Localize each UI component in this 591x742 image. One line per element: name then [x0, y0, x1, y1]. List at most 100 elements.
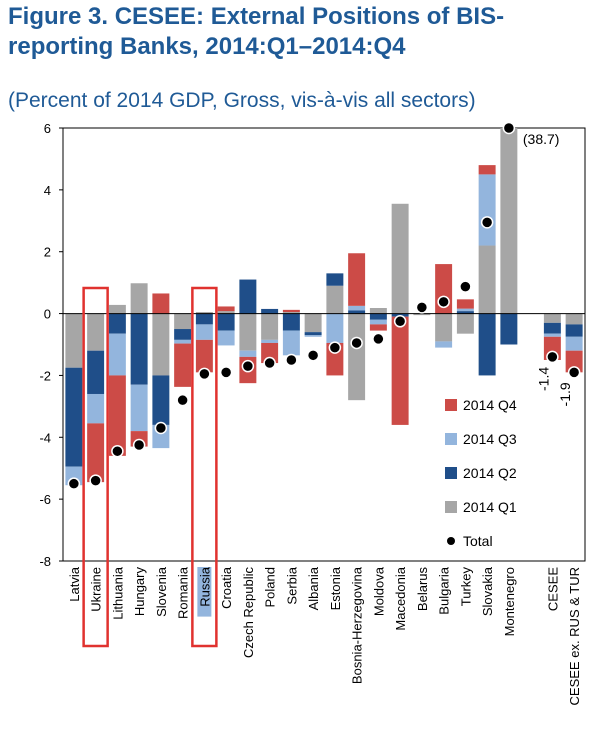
bar-segment-q4: [261, 342, 279, 364]
bar-segment-q2: [543, 322, 561, 334]
category-label: Czech Republic: [241, 567, 256, 659]
annotation-label: -1.4: [535, 367, 551, 391]
category-label: Turkey: [458, 567, 473, 607]
bar-segment-q4: [348, 253, 366, 306]
bar-segment-q3: [435, 341, 453, 348]
y-tick-label: 4: [44, 183, 51, 198]
total-dot: [328, 341, 342, 354]
bar-segment-q4: [108, 375, 126, 456]
bar-segment-q2: [326, 273, 344, 286]
legend-swatch-q1: [445, 501, 457, 513]
total-dot: [132, 438, 146, 452]
bar-segment-q4: [174, 343, 192, 387]
annotation-label: (38.7): [523, 131, 560, 147]
bar-segment-q1: [195, 312, 213, 314]
bar-segment-q2: [174, 329, 192, 340]
category-label: Serbia: [284, 566, 299, 604]
legend-label: 2014 Q3: [463, 431, 517, 447]
category-label: Hungary: [132, 567, 147, 617]
legend-swatch-q3: [445, 433, 457, 445]
total-dot: [350, 336, 363, 350]
bar-segment-q2: [565, 324, 583, 337]
category-label: Bosnia-Herzegovina: [350, 566, 365, 684]
y-tick-label: -6: [39, 492, 51, 507]
y-tick-label: 2: [44, 245, 51, 260]
total-dot: [198, 367, 211, 381]
bar-segment-q3: [348, 305, 366, 311]
bar-segment-q4: [456, 299, 474, 309]
bar-segment-q2: [348, 310, 366, 314]
total-dot: [480, 216, 494, 229]
russia-label-bg: [197, 567, 212, 617]
bar-segment-q2: [152, 375, 170, 425]
total-dot: [393, 315, 407, 328]
total-dot: [67, 477, 81, 490]
highlight-box-ukraine: [82, 286, 109, 648]
bar-segment-q2: [217, 313, 235, 331]
legend-swatch-q4: [445, 399, 457, 411]
chart-subtitle: (Percent of 2014 GDP, Gross, vis-à-vis a…: [8, 89, 476, 112]
bar-segment-q3: [195, 324, 213, 340]
bar-segment-q2: [304, 332, 322, 336]
bar-segment-q4: [391, 316, 409, 425]
annotation-label: -1.9: [557, 382, 573, 406]
bar-segment-q4: [478, 165, 496, 175]
bar-segment-q2: [87, 350, 105, 394]
bar-segment-q3: [130, 384, 148, 432]
legend-swatch-q2: [445, 467, 457, 479]
bar-segment-q2: [282, 313, 300, 331]
category-label: Lithuania: [110, 566, 125, 620]
bar-segment-q3: [456, 308, 474, 312]
bar-segment-q3: [304, 335, 322, 337]
bar-segment-q3: [478, 174, 496, 246]
category-label: Latvia: [67, 566, 82, 601]
category-label: Albania: [306, 566, 321, 610]
total-dot: [176, 393, 189, 407]
bar-segment-q1: [543, 313, 561, 323]
total-dot: [502, 121, 516, 135]
category-label: Ukraine: [89, 567, 104, 612]
bar-segment-q3: [239, 350, 257, 357]
category-label: CESEE ex. RUS & TUR: [567, 567, 582, 705]
y-tick-label: 6: [44, 121, 51, 136]
highlight-box-russia: [191, 286, 218, 648]
total-dot: [263, 356, 276, 370]
legend-label: 2014 Q4: [463, 397, 517, 413]
legend-swatch-total: [447, 537, 455, 545]
bar-segment-q4: [565, 350, 583, 373]
category-label: Bulgaria: [437, 566, 452, 614]
category-label: Montenegro: [502, 567, 517, 636]
bar-segment-q4: [195, 339, 213, 373]
category-label: Belarus: [415, 567, 430, 612]
bar-segment-q2: [65, 367, 83, 467]
bar-segment-q2: [478, 313, 496, 376]
category-label: Russia: [197, 566, 212, 607]
bar-segment-q1: [239, 313, 257, 351]
bar-segment-q3: [108, 333, 126, 376]
bar-segment-q1: [217, 311, 235, 314]
plot-frame: [62, 127, 586, 562]
bar-segment-q2: [500, 313, 518, 345]
bar-segment-q2: [239, 279, 257, 314]
total-dot: [285, 353, 298, 367]
bar-segment-q1: [565, 313, 583, 325]
legend-label: Total: [463, 533, 493, 549]
y-tick-label: -2: [39, 368, 51, 383]
total-dot: [459, 280, 472, 293]
bar-segment-q1: [500, 128, 518, 314]
bar-segment-q4: [152, 293, 170, 314]
bar-segment-q1: [413, 313, 431, 316]
y-tick-label: -8: [39, 554, 51, 569]
bar-segment-q1: [282, 312, 300, 314]
bar-segment-q2: [369, 313, 387, 320]
bar-segment-q4: [282, 309, 300, 313]
total-dot: [567, 366, 581, 379]
bar-segment-q1: [478, 245, 496, 314]
bar-segment-q1: [108, 304, 126, 314]
bar-segment-q1: [87, 313, 105, 351]
category-label: Moldova: [371, 566, 386, 616]
bar-segment-q1: [261, 313, 279, 340]
category-label: CESEE: [545, 567, 560, 611]
bar-segment-q3: [282, 330, 300, 356]
